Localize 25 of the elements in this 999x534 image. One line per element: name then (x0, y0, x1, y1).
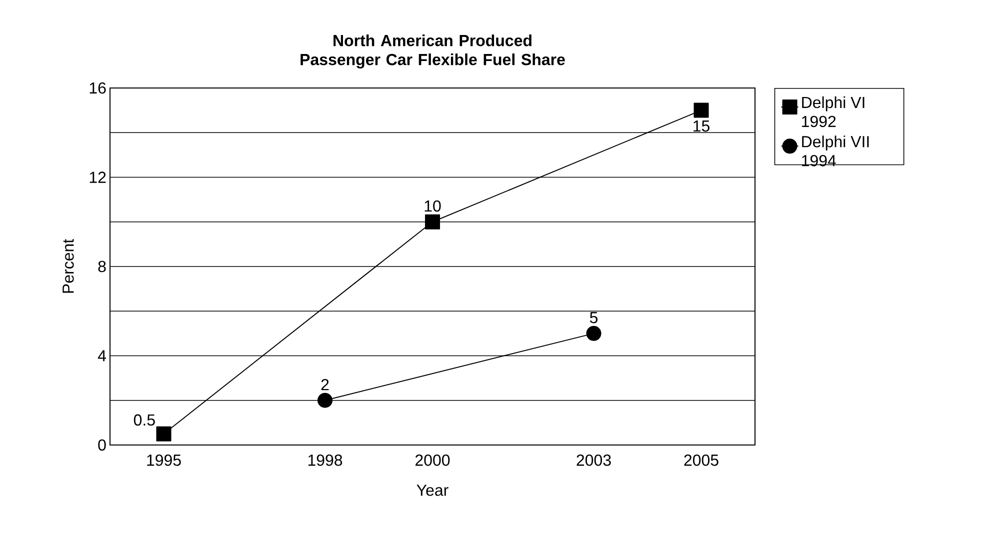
y-tick-label: 16 (90, 82, 106, 94)
data-label: 2 (321, 378, 329, 390)
x-tick-label: 2003 (576, 454, 611, 466)
point (156, 426, 172, 442)
point (318, 392, 333, 408)
y-axis-title: Percent (62, 239, 74, 293)
legend-label: Delphi VI 1992 (802, 96, 864, 128)
data-label: 10 (424, 200, 441, 212)
chart-title: North American Produced Passenger Car Flexible Fuel Share (300, 34, 565, 68)
point (694, 102, 709, 118)
x-tick-label: 2005 (684, 454, 718, 466)
y-tick-label: 4 (98, 350, 106, 362)
point (586, 326, 602, 341)
data-label: 0.5 (134, 414, 155, 426)
data-label: 15 (694, 120, 710, 132)
x-tick-label: 1998 (308, 454, 342, 466)
point (425, 214, 440, 230)
x-axis-title: Year (416, 484, 448, 496)
x-tick-label: 2000 (416, 454, 450, 466)
legend-label: Delphi VII 1994 (802, 136, 869, 166)
y-tick-label: 8 (98, 260, 106, 272)
y-tick-label: 12 (90, 172, 106, 183)
data-label: 5 (590, 312, 598, 324)
x-tick-label: 1995 (147, 454, 181, 466)
y-tick-label: 0 (98, 439, 106, 451)
